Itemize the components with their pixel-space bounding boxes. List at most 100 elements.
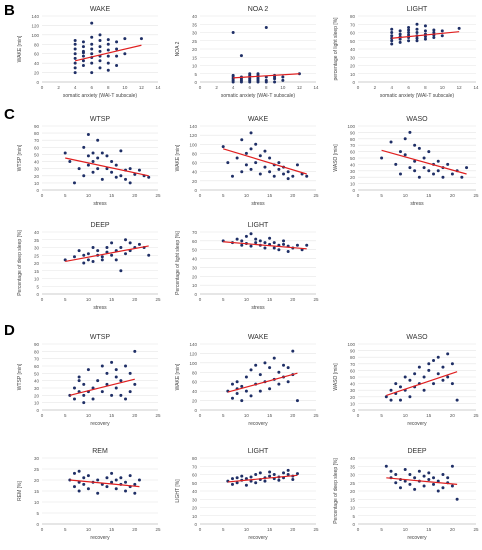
chart-5-point bbox=[417, 146, 421, 150]
chart-4-point bbox=[291, 174, 295, 178]
chart-1-point bbox=[264, 26, 268, 30]
chart-1-xtick-label: 0 bbox=[199, 85, 202, 90]
chart-13-xlabel: recovery bbox=[407, 535, 427, 541]
chart-2-point bbox=[415, 36, 419, 40]
chart-11-point bbox=[124, 480, 128, 484]
chart-4-point bbox=[258, 172, 262, 176]
chart-8-point bbox=[105, 382, 109, 386]
chart-0-point bbox=[73, 42, 77, 46]
chart-2-ytick-label: 60 bbox=[350, 31, 356, 36]
chart-13-point bbox=[384, 464, 388, 468]
chart-9-point bbox=[249, 368, 253, 372]
panel-label-d: D bbox=[4, 322, 15, 339]
chart-13-xtick-label: 15 bbox=[426, 527, 432, 532]
chart-10-ytick-label: 60 bbox=[350, 368, 356, 373]
chart-4-point bbox=[295, 163, 299, 167]
chart-6-point bbox=[105, 250, 109, 254]
chart-0-point bbox=[106, 38, 110, 42]
chart-7-point bbox=[249, 232, 253, 236]
chart-3-point bbox=[77, 167, 81, 171]
chart-9-ytick-label: 60 bbox=[192, 380, 198, 385]
chart-7-point bbox=[305, 243, 309, 247]
chart-10-ytick-label: 90 bbox=[350, 349, 356, 354]
chart-13-point bbox=[427, 477, 431, 481]
chart-1-point bbox=[239, 54, 243, 58]
chart-9-point bbox=[286, 366, 290, 370]
chart-6-point bbox=[96, 249, 100, 253]
chart-6-ylabel: Percentage of deep sleep [%] bbox=[17, 230, 23, 296]
chart-5-ytick-label: 40 bbox=[350, 162, 356, 167]
chart-13-ytick-label: 35 bbox=[350, 464, 356, 469]
chart-12-point bbox=[244, 483, 248, 487]
chart-10-xtick-label: 5 bbox=[380, 413, 383, 418]
chart-6-point bbox=[110, 241, 114, 245]
chart-7-ytick-label: 60 bbox=[192, 239, 198, 244]
chart-3-xlabel: stress bbox=[93, 201, 107, 207]
chart-4-point bbox=[277, 161, 281, 165]
chart-7-xtick-label: 20 bbox=[290, 297, 296, 302]
chart-4-ytick-label: 120 bbox=[189, 133, 197, 138]
chart-8-title: WTSP bbox=[90, 334, 111, 341]
chart-2-ytick-label: 80 bbox=[350, 14, 356, 19]
chart-7-point bbox=[244, 234, 248, 238]
chart-4-ytick-label: 0 bbox=[194, 188, 197, 193]
chart-5-point bbox=[413, 143, 417, 147]
chart-0-point bbox=[98, 45, 102, 49]
chart-0-point bbox=[81, 45, 85, 49]
chart-9-point bbox=[272, 356, 276, 360]
chart-13-point bbox=[432, 482, 436, 486]
chart-4-point bbox=[286, 177, 290, 181]
chart-10-point bbox=[394, 382, 398, 386]
chart-0-point bbox=[106, 68, 110, 72]
chart-0-point bbox=[90, 47, 94, 51]
chart-0-ytick-label: 140 bbox=[31, 14, 39, 19]
chart-0-point bbox=[98, 49, 102, 53]
chart-11-point bbox=[137, 478, 141, 482]
chart-3-title: WTSP bbox=[90, 116, 111, 123]
chart-6-point bbox=[100, 258, 104, 262]
chart-3-point bbox=[119, 149, 123, 153]
chart-10-ytick-label: 50 bbox=[350, 375, 356, 380]
chart-0-xtick-label: 14 bbox=[155, 85, 161, 90]
chart-4-ylabel: WAKE [min] bbox=[175, 144, 181, 171]
chart-5-point bbox=[427, 150, 431, 154]
chart-7-xlabel: stress bbox=[251, 305, 265, 311]
chart-12-point bbox=[258, 471, 262, 475]
chart-8-point bbox=[77, 379, 81, 383]
chart-13-trendline bbox=[386, 477, 458, 485]
chart-6-point bbox=[77, 249, 81, 253]
chart-2-point bbox=[398, 40, 402, 44]
chart-12-point bbox=[230, 477, 234, 481]
chart-8-point bbox=[100, 364, 104, 368]
chart-11-ytick-label: 15 bbox=[34, 489, 40, 494]
chart-3-point bbox=[86, 163, 90, 167]
chart-13-ytick-label: 5 bbox=[352, 514, 355, 519]
chart-4-xtick-label: 15 bbox=[267, 193, 273, 198]
chart-12-ytick-label: 20 bbox=[192, 506, 198, 511]
chart-12-ytick-label: 60 bbox=[192, 473, 198, 478]
chart-8-point bbox=[110, 360, 114, 364]
chart-7-point bbox=[282, 239, 286, 243]
chart-0-trendline bbox=[75, 44, 142, 62]
chart-3-point bbox=[100, 151, 104, 155]
chart-6-title: DEEP bbox=[90, 222, 109, 229]
chart-3-point bbox=[82, 145, 86, 149]
chart-11-point bbox=[96, 491, 100, 495]
chart-6-point bbox=[82, 261, 86, 265]
chart-4-point bbox=[305, 174, 309, 178]
chart-3-ytick-label: 20 bbox=[34, 174, 40, 179]
chart-11-point bbox=[114, 478, 118, 482]
chart-1-title: NOA 2 bbox=[248, 6, 269, 13]
chart-12-point bbox=[282, 471, 286, 475]
chart-3-ytick-label: 40 bbox=[34, 160, 40, 165]
chart-10-point bbox=[441, 378, 445, 382]
chart-10-point bbox=[403, 375, 407, 379]
chart-11-point bbox=[105, 476, 109, 480]
chart-12-point bbox=[235, 476, 239, 480]
chart-1-xtick-label: 6 bbox=[248, 85, 251, 90]
chart-8-point bbox=[119, 379, 123, 383]
chart-1-point bbox=[231, 73, 235, 77]
chart-11-xtick-label: 10 bbox=[86, 527, 92, 532]
chart-5-point bbox=[380, 156, 384, 160]
chart-0-point bbox=[73, 52, 77, 56]
